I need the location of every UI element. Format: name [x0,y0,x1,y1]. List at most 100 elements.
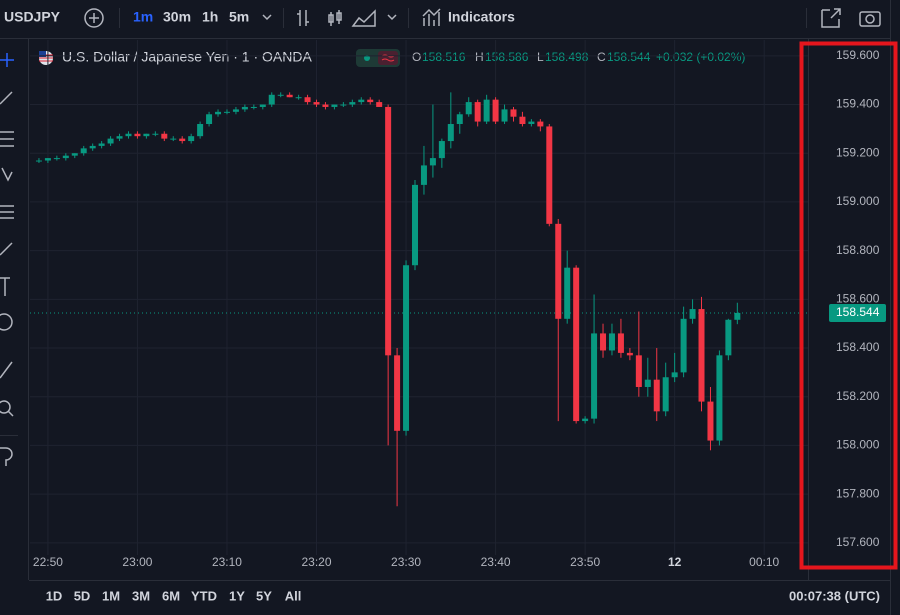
candle [465,97,472,117]
interval[interactable]: 5m [229,9,249,25]
open-value: 158.516 [422,50,466,64]
candle [179,136,186,144]
candle-body [420,165,427,185]
high-value: 158.586 [485,50,529,64]
candle-body [304,97,311,103]
candle [546,124,553,227]
candle-body [71,153,78,156]
candle [429,104,436,178]
range-button[interactable]: All [285,588,302,603]
interval[interactable]: 1m [133,9,153,25]
candle-body [259,104,266,107]
add-symbol-icon[interactable] [84,8,104,28]
range-button[interactable]: 1M [102,588,120,603]
y-tick-label: 159.000 [836,194,880,208]
candle-body [385,106,392,356]
area-style-icon[interactable] [351,9,376,27]
y-tick-label: 158.200 [836,389,880,403]
style-dropdown[interactable] [387,14,397,21]
candle [420,145,427,195]
range-button[interactable]: 5D [74,588,91,603]
candle-body [447,124,454,142]
candle-body [510,109,517,117]
indicators-icon[interactable] [422,8,441,26]
candle-body [313,102,320,105]
x-tick-label: 23:30 [391,555,421,569]
candle [197,121,204,139]
candle-body [689,309,696,319]
candle-body [644,379,651,387]
candle-body [707,401,714,441]
range-button[interactable]: 3M [132,588,150,603]
legend-title: U.S. Dollar / Japanese Yen · 1 · OANDA [62,49,312,65]
candle-body [125,133,132,137]
bar-style-icon[interactable] [297,10,309,26]
candle [734,302,741,325]
candle-body [555,223,562,319]
low-value: 158.498 [545,50,589,64]
interval[interactable]: 30m [163,9,191,25]
candle-body [179,138,186,142]
range-button[interactable]: 6M [162,588,180,603]
candle [71,153,78,159]
candle [591,294,598,424]
candle [313,99,320,107]
candle-body [98,143,105,146]
candle [644,357,651,397]
market-status[interactable] [356,49,400,67]
drawing-tools[interactable] [0,53,14,466]
indicators-button[interactable]: Indicators [448,9,515,25]
candle [483,94,490,125]
candle-body [295,97,302,99]
x-tick-label: 23:50 [570,555,600,569]
candle [286,92,293,98]
candle-body [438,141,445,159]
bottom-bar: 1D 5D 1M 3M 6M YTD 1Y 5Y All [46,588,302,603]
candle-body [394,355,401,431]
candle [626,348,633,361]
candle [152,131,159,137]
candle [716,350,723,446]
x-tick-label: 00:10 [749,555,779,569]
candle-body [671,372,678,378]
candle-body [483,99,490,122]
candle-body [582,418,589,422]
interval[interactable]: 1h [202,9,218,25]
range-button[interactable]: 5Y [256,588,272,603]
candle-body [116,136,123,139]
candle [600,323,607,358]
x-tick-label: 23:40 [481,555,511,569]
close-value: 158.544 [607,50,651,64]
candle-body [134,133,141,137]
interval-dropdown[interactable] [262,14,272,21]
share-icon[interactable] [821,8,841,28]
candle [555,218,562,422]
candle-body [286,94,293,98]
candle [376,99,383,107]
x-tick-label: 22:50 [33,555,63,569]
candle [528,119,535,127]
close-label: C [597,50,606,64]
symbol[interactable]: USDJPY [4,9,61,25]
candle [215,109,222,117]
candle-body [241,106,248,110]
screenshot-icon[interactable] [859,11,881,27]
candle-style-icon[interactable] [328,10,342,26]
candle [680,306,687,378]
candle [582,416,589,424]
range-button[interactable]: 1D [46,588,63,603]
range-button[interactable]: YTD [191,588,217,603]
candle-body [188,136,195,142]
candle [438,138,445,168]
candle-body [662,377,669,412]
candle-body [322,104,329,107]
candle-body [197,124,204,137]
low-label: L [537,50,544,64]
candle [161,131,168,142]
last-price-tag [829,303,886,322]
range-button[interactable]: 1Y [229,588,245,603]
candle-body [152,133,159,135]
candle [331,104,338,110]
change: +0.032 (+0.02%) [656,50,745,64]
